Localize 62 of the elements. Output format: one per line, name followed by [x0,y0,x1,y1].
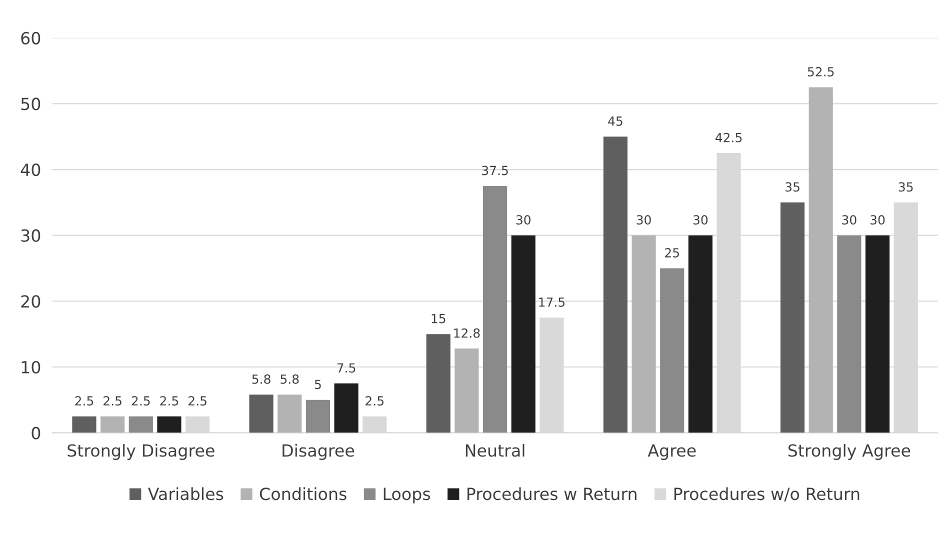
data-label: 35 [786,182,800,192]
bar [306,400,330,433]
y-tick-label: 20 [21,295,40,308]
bar [426,334,450,433]
y-tick-label: 0 [32,426,40,440]
data-label: 42.5 [715,132,742,142]
bar [632,235,656,433]
bar [454,348,479,433]
data-label: 45 [608,116,622,126]
legend-label: Conditions [260,487,346,500]
data-label: 30 [636,215,651,225]
bar [660,268,684,433]
y-tick-label: 40 [20,163,40,176]
x-tick-label: Disagree [282,444,354,460]
data-label: 5.8 [280,374,299,384]
legend-label: Procedures w Return [468,487,636,500]
legend-label: Procedures w/o Return [674,487,860,502]
y-tick-label: 10 [22,360,40,374]
bar [603,136,628,433]
legend-label: Loops [384,488,430,504]
bar [128,416,153,433]
data-label: 2.5 [366,396,384,406]
data-label: 2.5 [104,396,122,406]
data-label: 5 [314,380,321,390]
data-label: 35 [898,182,913,192]
data-label: 2.5 [132,396,150,406]
bar [511,235,536,433]
bar [249,394,274,433]
data-label: 2.5 [160,396,178,406]
bar [100,416,125,433]
bar [157,416,182,433]
y-tick-label: 30 [21,229,40,242]
data-label: 30 [870,215,885,225]
y-tick-label: 60 [21,32,40,44]
data-label: 2.5 [188,396,206,406]
legend-label: Variables [148,487,224,500]
data-label: 12.8 [454,328,480,338]
x-tick-label: Neutral [466,444,524,457]
bar [808,87,833,433]
data-label: 2.5 [75,396,94,406]
x-tick-label: Agree [648,444,696,460]
bar [278,394,302,433]
data-label: 30 [516,215,530,225]
data-label: 52.5 [808,67,834,76]
bar [837,235,862,433]
data-label: 37.5 [482,166,508,176]
x-tick-label: Strongly Disagree [68,444,214,460]
bar [780,202,805,433]
bar [483,186,508,433]
bar [688,235,712,433]
x-tick-label: Strongly Agree [788,444,910,460]
data-label: 17.5 [539,298,565,307]
data-label: 30 [693,215,708,225]
data-label: 25 [665,248,679,258]
bar [334,383,358,433]
y-tick-label: 50 [21,98,40,110]
data-label: 5.8 [252,374,270,384]
data-label: 7.5 [337,363,356,373]
bar [865,235,890,433]
data-label: 15 [432,314,446,324]
bar [72,416,96,433]
data-label: 30 [842,215,856,225]
